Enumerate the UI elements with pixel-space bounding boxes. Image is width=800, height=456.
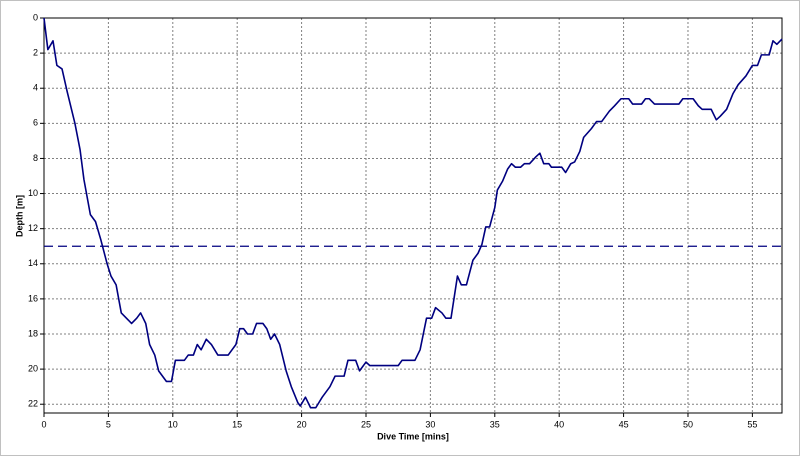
y-tick-label: 20: [28, 363, 38, 373]
y-tick-label: 14: [28, 258, 38, 268]
y-tick-label: 18: [28, 328, 38, 338]
y-tick-label: 6: [33, 118, 38, 128]
x-tick-label: 55: [747, 419, 757, 429]
x-tick-label: 40: [554, 419, 564, 429]
depth-line: [43, 17, 783, 409]
x-tick-label: 35: [490, 419, 500, 429]
x-tick-label: 5: [106, 419, 111, 429]
y-axis-label: Depth [m]: [14, 195, 24, 237]
y-tick-label: 22: [28, 399, 38, 409]
x-tick-label: 20: [297, 419, 307, 429]
y-tick-label: 0: [33, 12, 38, 22]
x-axis-label: Dive Time [mins]: [377, 431, 449, 441]
y-tick-label: 10: [28, 188, 38, 198]
x-tick-label: 0: [41, 419, 46, 429]
y-tick-label: 8: [33, 153, 38, 163]
x-tick-label: 25: [361, 419, 371, 429]
plot-border: [43, 17, 783, 414]
x-tick-label: 45: [619, 419, 629, 429]
y-tick-label: 4: [33, 83, 38, 93]
y-tick-label: 2: [33, 47, 38, 57]
y-tick-label: 16: [28, 293, 38, 303]
x-tick-label: 15: [232, 419, 242, 429]
y-tick-label: 12: [28, 223, 38, 233]
x-tick-label: 10: [168, 419, 178, 429]
x-tick-label: 50: [683, 419, 693, 429]
x-tick-label: 30: [425, 419, 435, 429]
